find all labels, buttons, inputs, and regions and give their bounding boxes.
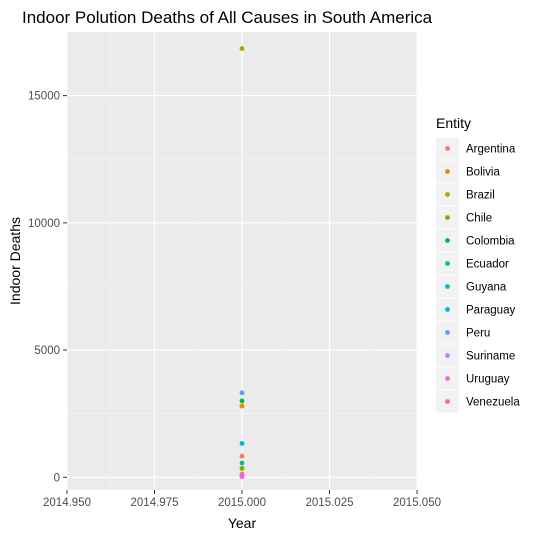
- chart-title: Indoor Polution Deaths of All Causes in …: [22, 8, 433, 27]
- data-point-brazil: [239, 46, 245, 51]
- data-point-paraguay: [239, 441, 245, 446]
- y-axis-ticks: 0 5000 10000 15000: [28, 91, 67, 484]
- legend-label: Guyana: [466, 282, 507, 294]
- x-axis-title: Year: [228, 515, 257, 531]
- y-tick-label: 5000: [34, 345, 60, 357]
- y-tick-label: 10000: [28, 218, 60, 230]
- data-point-colombia: [239, 398, 245, 404]
- data-point-venezuela: [239, 471, 245, 477]
- legend-point-paraguay: [445, 307, 450, 312]
- data-point-argentina: [239, 453, 245, 459]
- data-point-peru: [239, 390, 245, 396]
- legend-point-suriname: [445, 353, 450, 358]
- legend-point-peru: [445, 330, 450, 335]
- y-tick-label: 15000: [28, 91, 60, 103]
- data-points: [239, 46, 245, 480]
- data-point-bolivia: [239, 403, 245, 409]
- x-tick-label: 2015.050: [393, 497, 441, 509]
- legend-point-brazil: [445, 192, 450, 197]
- data-point-chile: [239, 465, 245, 471]
- x-tick-label: 2014.975: [131, 497, 179, 509]
- legend-label: Paraguay: [466, 305, 515, 317]
- x-tick-label: 2015.025: [306, 497, 354, 509]
- legend-label: Uruguay: [466, 374, 510, 386]
- x-axis-ticks: 2014.950 2014.975 2015.000 2015.025 2015.050: [43, 490, 441, 509]
- legend-point-guyana: [445, 284, 450, 289]
- legend-point-argentina: [445, 146, 450, 151]
- legend-label: Colombia: [466, 236, 515, 248]
- legend-label: Venezuela: [466, 397, 520, 409]
- y-axis-title: Indoor Deaths: [7, 217, 23, 305]
- legend-label: Suriname: [466, 351, 515, 363]
- legend: Entity Argentina Bolivia Brazil Chile Colomb…: [436, 115, 520, 413]
- y-tick-label: 0: [54, 472, 60, 484]
- legend-point-ecuador: [445, 261, 450, 266]
- legend-point-bolivia: [445, 169, 450, 174]
- legend-label: Bolivia: [466, 167, 500, 179]
- x-tick-label: 2015.000: [218, 497, 266, 509]
- legend-point-uruguay: [445, 376, 450, 381]
- legend-point-colombia: [445, 238, 450, 243]
- data-point-ecuador: [239, 460, 245, 466]
- legend-label: Brazil: [466, 190, 495, 202]
- legend-label: Chile: [466, 213, 492, 225]
- legend-label: Ecuador: [466, 259, 509, 271]
- legend-point-venezuela: [445, 399, 450, 404]
- legend-point-chile: [445, 215, 450, 220]
- legend-title: Entity: [436, 115, 471, 131]
- legend-items: Argentina Bolivia Brazil Chile Colombia Ecuad…: [436, 137, 520, 413]
- legend-label: Argentina: [466, 144, 516, 156]
- grid-major: [66, 32, 418, 490]
- x-tick-label: 2014.950: [43, 497, 91, 509]
- legend-label: Peru: [466, 328, 490, 340]
